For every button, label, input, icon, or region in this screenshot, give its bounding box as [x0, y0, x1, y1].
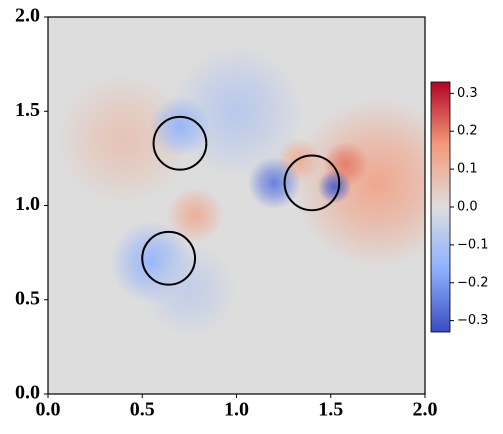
y-tick-label: 0.0	[15, 382, 40, 404]
y-tick-label: 1.5	[15, 99, 40, 121]
colorbar-tick-label: −0.2	[457, 275, 489, 290]
colorbar	[430, 81, 451, 333]
field-blob	[57, 73, 190, 206]
colorbar-tick-label: 0.3	[457, 86, 478, 101]
x-tick-label: 0.5	[130, 399, 155, 421]
field	[48, 17, 425, 394]
colorbar-tick-label: −0.1	[457, 237, 489, 252]
obstacle-circle	[141, 230, 197, 286]
obstacle-circle	[283, 154, 341, 212]
field-blob	[142, 243, 237, 338]
field-blob	[317, 169, 352, 204]
x-tick-label: 1.5	[318, 399, 343, 421]
field-blob	[293, 98, 425, 268]
field-blob	[149, 96, 211, 157]
colorbar-tick-label: −0.3	[457, 313, 489, 328]
x-tick-label: 1.0	[224, 399, 249, 421]
obstacle-circle	[152, 115, 208, 171]
colorbar-tick-label: 0.0	[457, 200, 478, 215]
x-tick-label: 2.0	[413, 399, 438, 421]
x-tick-label: 0.0	[36, 399, 61, 421]
y-tick-label: 0.5	[15, 287, 40, 309]
colorbar-tick-label: 0.2	[457, 124, 478, 139]
y-tick-label: 2.0	[15, 5, 40, 27]
colorbar-tick-label: 0.1	[457, 162, 478, 177]
y-tick-label: 1.0	[15, 193, 40, 215]
field-blob	[166, 186, 224, 244]
